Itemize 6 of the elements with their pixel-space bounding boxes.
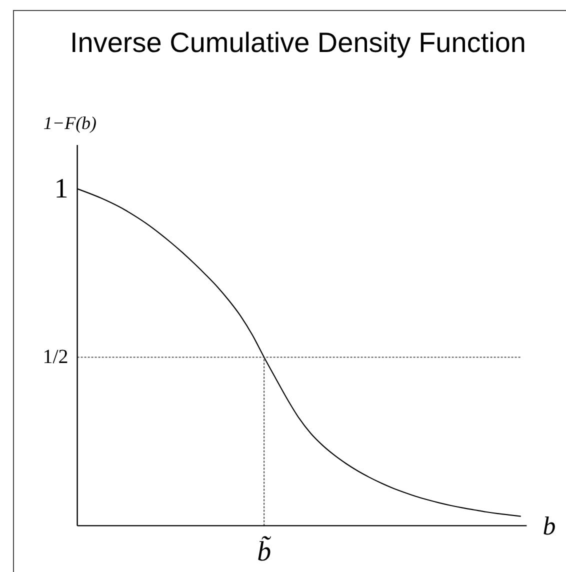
x-axis-title: b bbox=[542, 512, 556, 541]
y-axis-title: 1−F(b) bbox=[43, 113, 97, 133]
x-tick-label: b̃ bbox=[257, 536, 272, 568]
y-tick-label: 1/2 bbox=[42, 346, 68, 368]
chart-title: Inverse Cumulative Density Function bbox=[70, 27, 526, 58]
y-tick-label: 1 bbox=[54, 173, 68, 204]
